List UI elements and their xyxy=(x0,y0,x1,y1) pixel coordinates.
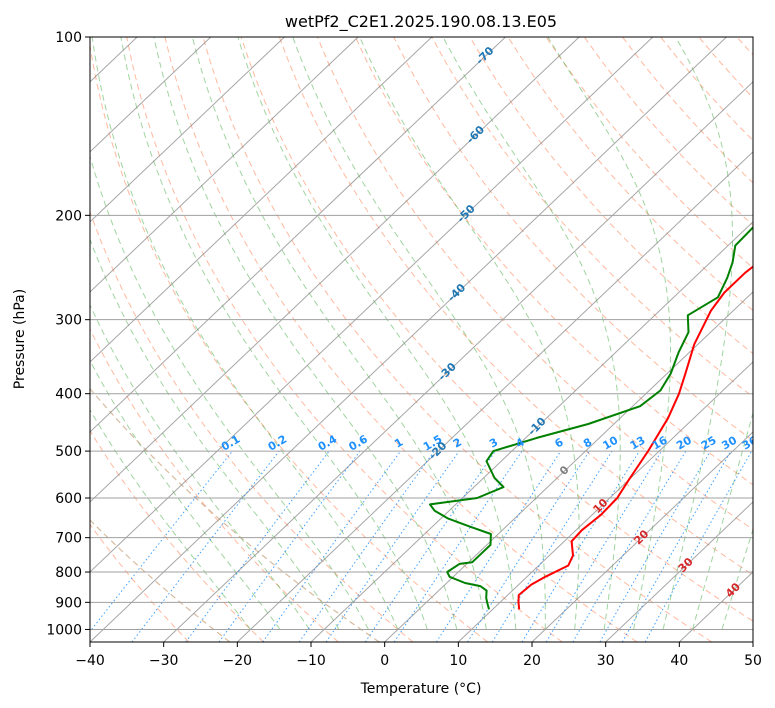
x-tick-label: 10 xyxy=(449,653,467,669)
isotherm xyxy=(457,361,753,642)
isotherm xyxy=(90,37,433,363)
x-tick-label: −10 xyxy=(296,653,326,669)
x-tick-label: 40 xyxy=(670,653,688,669)
mixing-ratio-line xyxy=(364,450,496,642)
mixing-ratio-line xyxy=(325,450,460,642)
isotherm xyxy=(310,221,753,642)
mixing-ratio-line xyxy=(185,450,330,642)
moist-adiabat xyxy=(662,37,733,630)
x-axis-title: Temperature (°C) xyxy=(360,681,482,697)
y-axis: 100 200 300 400 500 600 700 800 900 1000 xyxy=(46,30,90,638)
mixing-ratio-line xyxy=(572,450,687,642)
moist-adiabat xyxy=(721,528,753,630)
dry-adiabat xyxy=(240,37,753,622)
isotherm xyxy=(90,37,580,503)
x-tick-label: −40 xyxy=(75,653,105,669)
moist-adiabat xyxy=(90,238,340,630)
moist-adiabat xyxy=(292,37,546,630)
x-tick-label: 50 xyxy=(744,653,762,669)
isotherm xyxy=(531,431,753,642)
dry-adiabat xyxy=(316,37,753,531)
moist-adiabat xyxy=(90,408,251,630)
y-tick-label: 400 xyxy=(55,387,82,403)
dry-adiabat xyxy=(278,37,753,576)
moist-adiabat xyxy=(153,37,458,630)
dry-adiabat xyxy=(90,42,488,642)
x-tick-label: −20 xyxy=(223,653,253,669)
y-tick-label: 600 xyxy=(55,491,82,507)
isotherm xyxy=(90,37,727,642)
background-lines xyxy=(90,37,753,642)
x-tick-label: 30 xyxy=(597,653,615,669)
x-axis: −40 −30 −20 −10 0 10 20 30 40 50 xyxy=(75,642,762,669)
y-tick-label: 1000 xyxy=(46,622,82,638)
isotherm xyxy=(605,501,753,642)
y-tick-label: 100 xyxy=(55,30,82,46)
dry-adiabat xyxy=(431,37,753,398)
isotherm xyxy=(90,37,506,433)
mixing-ratio-line xyxy=(435,450,562,642)
y-tick-label: 500 xyxy=(55,444,82,460)
moist-adiabat xyxy=(442,37,621,630)
mixing-ratio-line xyxy=(467,450,590,642)
isotherm xyxy=(163,81,753,642)
moist-adiabat xyxy=(359,37,580,630)
moist-adiabat xyxy=(90,359,281,630)
x-tick-label: 20 xyxy=(523,653,541,669)
mixing-ratio-line xyxy=(262,450,402,642)
mixing-ratio-line xyxy=(621,450,732,642)
y-tick-label: 700 xyxy=(55,531,82,547)
profile-line xyxy=(429,225,753,610)
dry-adiabat xyxy=(90,327,339,642)
plot-frame xyxy=(89,36,754,643)
mixing-ratio-line xyxy=(131,450,280,642)
profile-lines xyxy=(429,225,753,610)
mixing-ratio-line xyxy=(298,450,435,642)
y-tick-label: 200 xyxy=(55,208,82,224)
isotherm xyxy=(90,37,654,573)
dry-adiabat xyxy=(355,37,753,486)
isotherm xyxy=(90,37,359,293)
y-axis-title: Pressure (hPa) xyxy=(12,289,28,389)
mixing-ratio-line xyxy=(90,450,233,633)
x-tick-label: 0 xyxy=(380,653,389,669)
moist-adiabat xyxy=(191,37,487,630)
dry-adiabat xyxy=(164,37,638,642)
moist-adiabat xyxy=(120,37,428,630)
moist-adiabat xyxy=(90,303,310,630)
thermal-curve xyxy=(90,387,380,642)
y-tick-label: 800 xyxy=(55,565,82,581)
dry-adiabat xyxy=(126,37,563,642)
dry-adiabat xyxy=(393,37,753,442)
isotherm xyxy=(236,151,753,642)
y-tick-label: 300 xyxy=(55,313,82,329)
moist-adiabat xyxy=(547,37,671,630)
moist-adiabat xyxy=(91,37,399,630)
profile-line xyxy=(517,265,753,610)
moist-adiabat xyxy=(692,411,753,630)
isotherm xyxy=(90,37,285,223)
mixing-ratio-line xyxy=(393,450,523,642)
chart-title: wetPf2_C2E1.2025.190.08.13.E05 xyxy=(285,12,557,32)
isotherm xyxy=(90,37,212,153)
y-tick-label: 900 xyxy=(55,595,82,611)
mixing-ratio-line xyxy=(599,450,711,642)
x-tick-label: −30 xyxy=(149,653,179,669)
dry-adiabat xyxy=(469,37,753,355)
dry-adiabat xyxy=(507,37,753,312)
moist-adiabat xyxy=(237,37,517,630)
pressure-grid xyxy=(90,37,753,630)
